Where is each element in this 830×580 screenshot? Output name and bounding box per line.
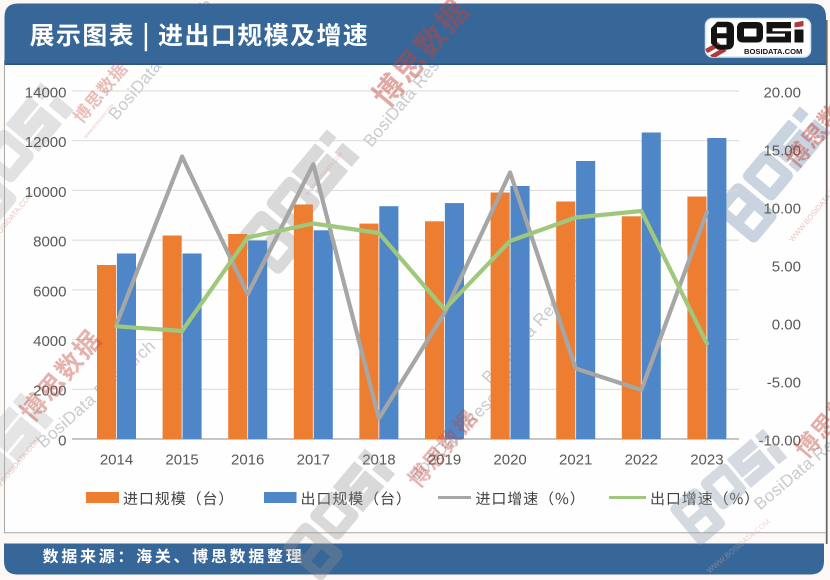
svg-text:14000: 14000 [25, 84, 67, 101]
svg-text:12000: 12000 [25, 134, 67, 151]
svg-text:4000: 4000 [33, 333, 66, 350]
svg-text:10000: 10000 [25, 184, 67, 201]
svg-text:2015: 2015 [165, 451, 198, 468]
svg-text:2014: 2014 [100, 451, 133, 468]
svg-text:2016: 2016 [231, 451, 264, 468]
svg-text:2020: 2020 [493, 451, 526, 468]
svg-text:2022: 2022 [625, 451, 658, 468]
svg-text:10.00: 10.00 [763, 200, 801, 217]
svg-text:0: 0 [58, 432, 66, 449]
svg-text:2023: 2023 [690, 451, 723, 468]
svg-text:8000: 8000 [33, 234, 66, 251]
svg-text:5.00: 5.00 [772, 258, 801, 275]
svg-text:BOSIDATA.COM: BOSIDATA.COM [744, 47, 802, 56]
svg-text:0.00: 0.00 [772, 316, 801, 333]
svg-text:20.00: 20.00 [763, 84, 801, 101]
svg-text:2021: 2021 [559, 451, 592, 468]
svg-text:2017: 2017 [297, 451, 330, 468]
svg-text:6000: 6000 [33, 283, 66, 300]
svg-text:-5.00: -5.00 [767, 374, 801, 391]
